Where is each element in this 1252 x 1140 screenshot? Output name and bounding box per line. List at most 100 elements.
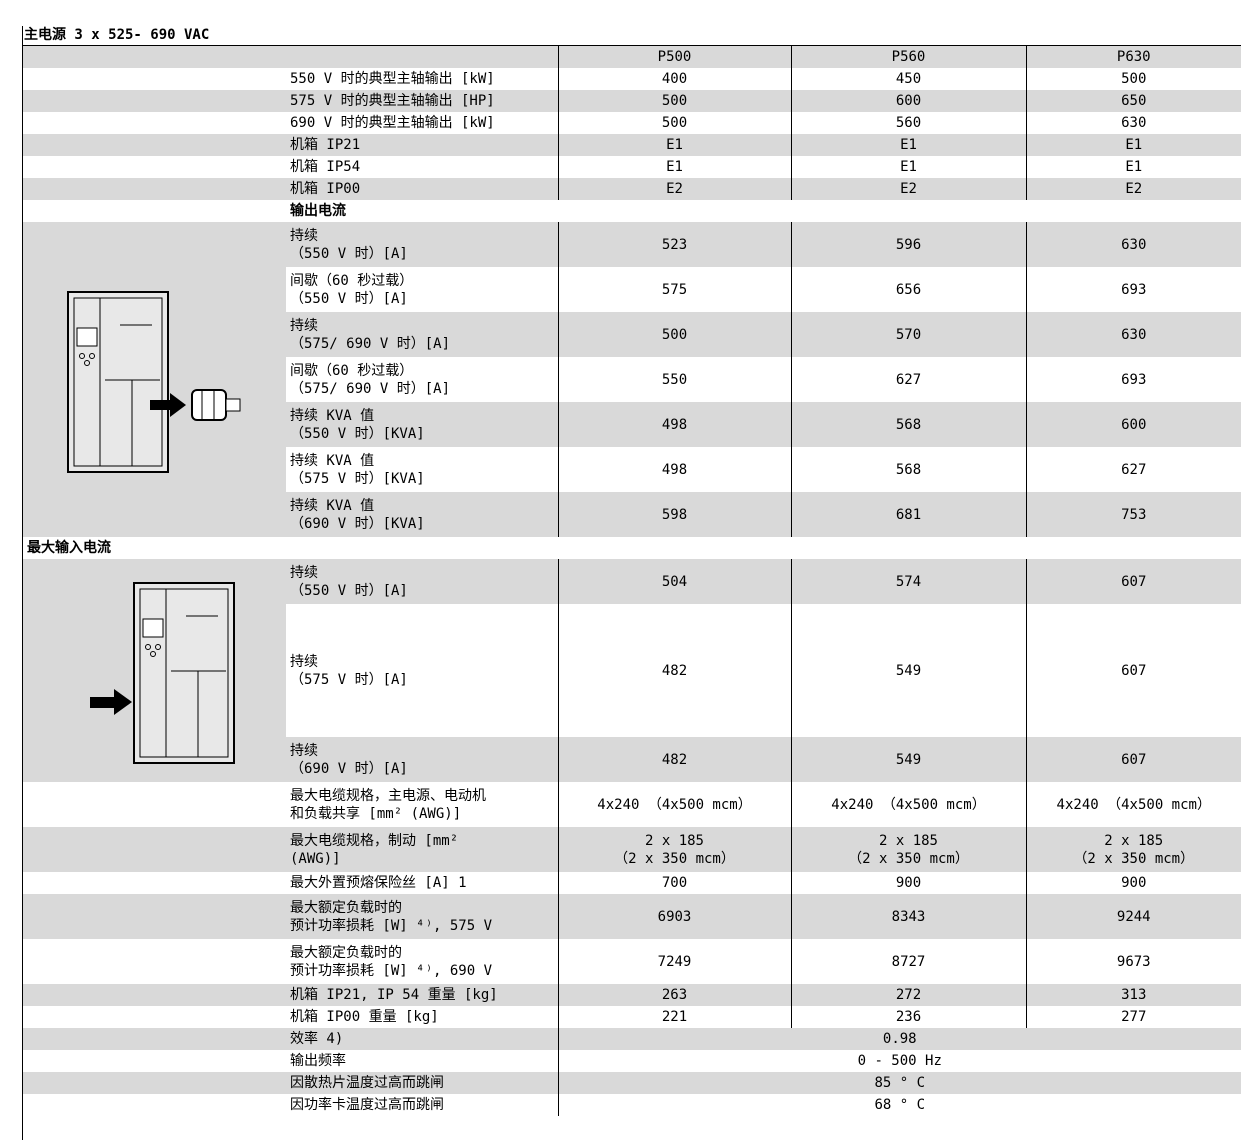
cell-value: 560 [790, 112, 1026, 134]
cell-value: 607 [1025, 559, 1241, 604]
cell-value: 630 [1025, 222, 1241, 267]
blank-cell [23, 872, 286, 894]
row-label-line: 间歇（60 秒过载） [290, 362, 414, 379]
row-label: 持续 （575/ 690 V 时）[A] [286, 312, 558, 357]
cell-value: 85 ° C [557, 1072, 1241, 1094]
row-label: 持续 KVA 值（575 V 时）[KVA] [286, 447, 558, 492]
blank-cell [23, 46, 286, 68]
cell-value: 630 [1025, 112, 1241, 134]
row-label-line: 最大电缆规格，主电源、电动机 [290, 787, 486, 804]
cell-value: E1 [790, 134, 1026, 156]
row-label: 因散热片温度过高而跳闸 [286, 1072, 558, 1094]
cell-value: 2 x 185 （2 x 350 mcm） [790, 827, 1026, 872]
row-label-line: （690 V 时）[A] [290, 760, 408, 777]
table-row: 机箱 IP21 E1 E1 E1 [23, 134, 1241, 156]
cell-value: 549 [790, 737, 1026, 782]
cell-value: 504 [557, 559, 791, 604]
cell-value-line: 2 x 185 [1104, 832, 1164, 849]
cell-value: 523 [557, 222, 791, 267]
table-row: 持续 KVA 值（690 V 时）[KVA] 598 681 753 [23, 492, 1241, 537]
cell-value: 482 [557, 604, 791, 737]
cell-value-line: 2 x 185 [878, 832, 938, 849]
row-label: 550 V 时的典型主轴输出 [kW] [286, 68, 558, 90]
column-header: P630 [1025, 46, 1241, 68]
cell-value: 900 [1025, 872, 1241, 894]
cell-value: 753 [1025, 492, 1241, 537]
cell-value: 600 [1025, 402, 1241, 447]
blank-cell [23, 112, 286, 134]
cell-value: 575 [557, 267, 791, 312]
cell-value: 693 [1025, 267, 1241, 312]
row-label: 持续 （575 V 时）[A] [286, 604, 558, 737]
cell-value: 598 [557, 492, 791, 537]
blank-cell [23, 1050, 286, 1072]
blank-cell [23, 1028, 286, 1050]
row-label-line: 持续 KVA 值 [290, 452, 375, 469]
blank-cell [23, 134, 286, 156]
row-label: 持续 （690 V 时）[A] [286, 737, 558, 782]
table-row: 持续 KVA 值（575 V 时）[KVA] 498 568 627 [23, 447, 1241, 492]
table-row: 持续 KVA 值（550 V 时）[KVA] 498 568 600 [23, 402, 1241, 447]
cell-value: 656 [790, 267, 1026, 312]
table-row: 输出电流 [23, 200, 1241, 222]
cell-value: 500 [1025, 68, 1241, 90]
cell-value: 7249 [557, 939, 791, 984]
cell-value: 570 [790, 312, 1026, 357]
cell-value: 277 [1025, 1006, 1241, 1028]
row-label: 690 V 时的典型主轴输出 [kW] [286, 112, 558, 134]
table-row: 持续 （690 V 时）[A] 482 549 607 [23, 737, 1241, 782]
table-row: 机箱 IP00 E2 E2 E2 [23, 178, 1241, 200]
row-label-line: 最大电缆规格，制动 [mm² [290, 832, 459, 849]
row-label: 最大外置预熔保险丝 [A] 1 [286, 872, 558, 894]
row-label-line: （550 V 时）[A] [290, 582, 408, 599]
cell-value: 400 [557, 68, 791, 90]
table-row: 最大额定负载时的 预计功率损耗 [W] ⁴⁾, 690 V 7249 8727 9673 [23, 939, 1241, 984]
row-label-line: 持续 KVA 值 [290, 407, 375, 424]
cell-value: E1 [557, 156, 791, 178]
row-label-line: 持续 [290, 317, 318, 334]
row-label: 机箱 IP21, IP 54 重量 [kg] [286, 984, 558, 1006]
cell-value: 498 [557, 447, 791, 492]
row-label-line: 预计功率损耗 [W] ⁴⁾, 575 V [290, 917, 493, 934]
row-label-line: （575 V 时）[KVA] [290, 470, 425, 487]
table-row: 最大外置预熔保险丝 [A] 1 700 900 900 [23, 872, 1241, 894]
blank-cell [23, 200, 286, 222]
cell-value-line: 2 x 185 [644, 832, 704, 849]
row-label-line: （690 V 时）[KVA] [290, 515, 425, 532]
cell-value: 607 [1025, 604, 1241, 737]
row-label: 间歇（60 秒过载） （575/ 690 V 时）[A] [286, 357, 558, 402]
table-row: 持续 （550 V 时）[A] 523 596 630 [23, 222, 1241, 537]
table-row: 机箱 IP21, IP 54 重量 [kg] 263 272 313 [23, 984, 1241, 1006]
blank-cell [23, 156, 286, 178]
blank-cell [23, 939, 286, 984]
cell-value: E1 [557, 134, 791, 156]
table-row: 最大额定负载时的 预计功率损耗 [W] ⁴⁾, 575 V 6903 8343 9244 [23, 894, 1241, 939]
blank-cell [23, 90, 286, 112]
row-label-line: （575 V 时）[A] [290, 671, 408, 688]
table-row: 机箱 IP00 重量 [kg] 221 236 277 [23, 1006, 1241, 1028]
cell-value: 6903 [557, 894, 791, 939]
row-label-line: 持续 [290, 742, 318, 759]
cell-value: 630 [1025, 312, 1241, 357]
row-label-line: （575/ 690 V 时）[A] [290, 335, 451, 352]
cell-value: 568 [790, 447, 1026, 492]
row-label-line: 持续 [290, 653, 318, 670]
row-label-line: （550 V 时）[KVA] [290, 425, 425, 442]
row-label: 间歇（60 秒过载） （550 V 时）[A] [286, 267, 558, 312]
cell-value: 8727 [790, 939, 1026, 984]
row-label: 最大电缆规格，主电源、电动机 和负载共享 [mm² (AWG)] [286, 782, 558, 827]
cell-value: 550 [557, 357, 791, 402]
table-row: 间歇（60 秒过载） （575/ 690 V 时）[A] 550 627 693 [23, 357, 1241, 402]
row-label-line: （550 V 时）[A] [290, 290, 408, 307]
row-label: 持续 KVA 值（550 V 时）[KVA] [286, 402, 558, 447]
row-label: 机箱 IP00 重量 [kg] [286, 1006, 558, 1028]
row-label-line: 最大额定负载时的 [290, 944, 402, 961]
row-label: 持续 （550 V 时）[A] [286, 222, 558, 267]
blank-cell [23, 68, 286, 90]
cell-value: 549 [790, 604, 1026, 737]
cell-value: 500 [557, 312, 791, 357]
blank-cell [286, 46, 558, 68]
blank-cell [23, 1072, 286, 1094]
row-label-line: 和负载共享 [mm² (AWG)] [290, 805, 462, 822]
row-label-line: 持续 KVA 值 [290, 497, 375, 514]
